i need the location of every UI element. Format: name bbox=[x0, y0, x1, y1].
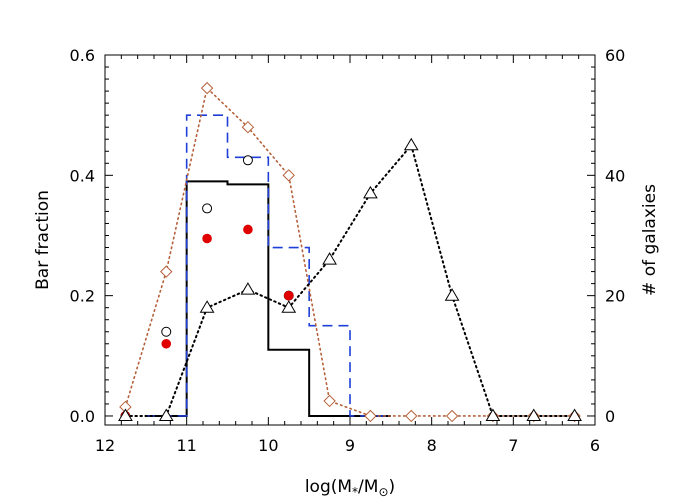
y-right-tick-label: 40 bbox=[605, 166, 625, 185]
filled-circle-marker bbox=[202, 233, 212, 244]
triangle-marker bbox=[158, 408, 174, 422]
filled-circle-marker bbox=[243, 224, 253, 235]
diamond-marker bbox=[282, 169, 295, 182]
triangle-marker bbox=[526, 408, 542, 422]
triangle-marker bbox=[485, 408, 501, 422]
diamond-marker bbox=[160, 265, 173, 278]
y-axis-title-right: # of galaxies bbox=[640, 184, 660, 296]
y-left-tick-label: 0.0 bbox=[70, 407, 95, 426]
x-axis-title-mid: /M bbox=[358, 477, 378, 497]
x-tick-label: 7 bbox=[508, 436, 518, 455]
y-left-tick-label: 0.6 bbox=[70, 46, 95, 65]
y-axis-title-left: Bar fraction bbox=[33, 190, 53, 290]
open-circle-marker bbox=[161, 326, 172, 337]
diamond-marker bbox=[323, 394, 336, 408]
triangle-marker bbox=[118, 408, 133, 422]
x-axis-title: log(M*/M⊙) bbox=[305, 477, 395, 499]
open-circle-marker bbox=[202, 203, 213, 214]
x-tick-label: 8 bbox=[427, 436, 437, 455]
filled-circle-marker bbox=[161, 338, 172, 349]
tick-labels-layer: 12 11 10 9 8 7 6 0.0 0.2 0.4 0.6 0 20 40 60 bbox=[70, 46, 626, 455]
y-left-tick-label: 0.2 bbox=[70, 287, 95, 306]
y-right-tick-label: 60 bbox=[605, 46, 625, 65]
diamond-marker bbox=[364, 409, 377, 423]
triangle-marker bbox=[240, 282, 256, 295]
x-tick-label: 9 bbox=[345, 436, 355, 455]
triangle-marker bbox=[363, 185, 378, 199]
diamond-marker bbox=[200, 81, 214, 95]
y-right-tick-label: 0 bbox=[605, 407, 615, 426]
x-tick-label: 11 bbox=[176, 436, 196, 455]
x-tick-label: 6 bbox=[590, 436, 600, 455]
triangle-marker bbox=[281, 300, 297, 313]
ticks-layer bbox=[104, 54, 596, 425]
histogram-solid bbox=[145, 180, 391, 417]
diamond-marker bbox=[445, 409, 459, 423]
x-tick-label: 12 bbox=[95, 436, 115, 455]
x-axis-title-main: log(M bbox=[305, 477, 352, 497]
markers-layer bbox=[118, 81, 582, 423]
triangle-marker bbox=[322, 252, 337, 265]
filled-circle-marker bbox=[283, 290, 294, 301]
diamond-marker bbox=[241, 120, 255, 134]
x-axis-title-end: ) bbox=[389, 477, 396, 497]
y-left-tick-label: 0.4 bbox=[70, 166, 95, 185]
diamond-marker bbox=[405, 409, 418, 423]
triangle-marker bbox=[444, 288, 460, 301]
x-axis-title-sub-1: * bbox=[352, 485, 358, 499]
triangle-marker bbox=[567, 408, 582, 422]
triangle-marker bbox=[403, 137, 419, 151]
histogram-dashed bbox=[145, 114, 391, 417]
open-circle-marker bbox=[242, 155, 253, 166]
triangle-marker bbox=[199, 300, 215, 313]
series-lines-layer bbox=[124, 86, 576, 417]
triangle-series-line bbox=[124, 143, 576, 417]
y-right-tick-label: 20 bbox=[605, 287, 625, 306]
x-axis-title-sub-2: ⊙ bbox=[378, 485, 388, 499]
histogram-layer bbox=[145, 114, 391, 417]
x-tick-label: 10 bbox=[258, 436, 278, 455]
